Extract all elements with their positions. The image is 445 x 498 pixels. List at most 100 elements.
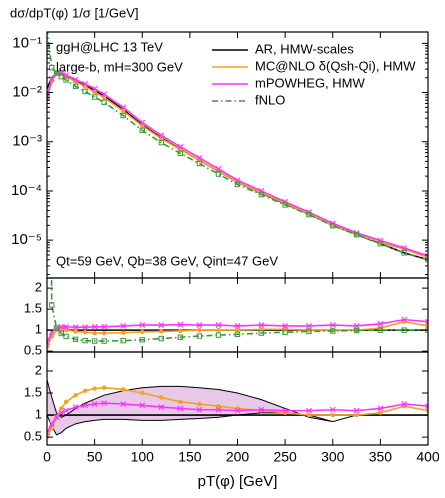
marker bbox=[215, 406, 222, 413]
marker bbox=[401, 316, 408, 323]
marker bbox=[73, 329, 78, 334]
marker bbox=[82, 88, 88, 95]
marker bbox=[178, 399, 183, 405]
marker bbox=[258, 322, 265, 329]
marker bbox=[101, 95, 107, 100]
legend-label: AR, HMW-scales bbox=[255, 41, 354, 56]
marker bbox=[177, 405, 184, 412]
x-tick-label: 50 bbox=[87, 449, 103, 465]
legend-label: mPOWHEG, HMW bbox=[255, 75, 365, 90]
x-axis-label: pT(φ) [GeV] bbox=[198, 473, 278, 490]
marker bbox=[72, 83, 79, 90]
marker bbox=[177, 334, 184, 340]
marker bbox=[91, 401, 98, 407]
marker bbox=[53, 70, 60, 76]
marker bbox=[58, 330, 64, 337]
marker bbox=[140, 390, 145, 396]
marker bbox=[196, 322, 203, 329]
marker bbox=[282, 198, 289, 205]
marker bbox=[92, 330, 97, 336]
marker bbox=[159, 395, 164, 400]
marker bbox=[101, 99, 107, 106]
marker bbox=[159, 329, 164, 334]
marker bbox=[82, 330, 88, 335]
marker bbox=[72, 404, 79, 411]
x-tick-label: 0 bbox=[43, 449, 51, 465]
marker bbox=[63, 333, 69, 340]
marker bbox=[63, 77, 69, 83]
marker bbox=[58, 73, 64, 80]
y-tick-label: 1 bbox=[35, 322, 42, 337]
marker bbox=[101, 323, 108, 330]
marker bbox=[306, 323, 312, 329]
marker bbox=[196, 160, 203, 167]
marker bbox=[401, 401, 408, 407]
marker bbox=[139, 322, 146, 329]
marker bbox=[158, 404, 165, 411]
marker bbox=[197, 401, 202, 407]
marker bbox=[306, 407, 312, 414]
y-tick-label: 10⁻⁵ bbox=[11, 231, 42, 248]
marker bbox=[121, 108, 126, 114]
marker bbox=[158, 132, 165, 139]
marker bbox=[91, 85, 98, 92]
x-tick-label: 150 bbox=[178, 449, 202, 465]
marker bbox=[196, 406, 203, 413]
marker bbox=[177, 321, 184, 328]
marker bbox=[48, 420, 55, 427]
annotation: Qt=59 GeV, Qb=38 GeV, Qint=47 GeV bbox=[56, 253, 278, 268]
y-tick-label: 1 bbox=[35, 406, 42, 421]
marker bbox=[92, 386, 97, 391]
marker bbox=[139, 127, 145, 134]
y-tick-label: 10⁻³ bbox=[12, 133, 42, 150]
marker bbox=[49, 302, 55, 308]
marker bbox=[82, 402, 89, 409]
marker bbox=[47, 339, 50, 346]
y-tick-label: 1.5 bbox=[24, 301, 42, 316]
marker bbox=[58, 409, 65, 416]
y-tick-label: 0.5 bbox=[24, 343, 42, 358]
marker bbox=[282, 329, 288, 335]
marker bbox=[72, 76, 79, 83]
legend-label: fNLO bbox=[255, 92, 285, 107]
marker bbox=[282, 202, 288, 208]
marker bbox=[82, 337, 88, 344]
marker bbox=[58, 323, 65, 330]
annotation: large-b, mH=300 GeV bbox=[56, 59, 183, 74]
marker bbox=[258, 191, 265, 198]
marker bbox=[282, 323, 289, 329]
marker bbox=[121, 330, 126, 335]
marker bbox=[234, 323, 241, 329]
marker bbox=[73, 392, 78, 398]
marker bbox=[139, 337, 145, 343]
marker bbox=[425, 318, 428, 325]
marker bbox=[306, 328, 312, 335]
annotation: ggH@LHC 13 TeV bbox=[56, 39, 163, 54]
series-line bbox=[47, 32, 428, 261]
x-tick-label: 300 bbox=[321, 449, 345, 465]
marker bbox=[425, 403, 428, 410]
marker bbox=[377, 237, 384, 244]
marker bbox=[216, 404, 221, 409]
marker bbox=[354, 412, 359, 418]
y-tick-label: 10⁻¹ bbox=[12, 34, 42, 51]
marker bbox=[196, 154, 203, 161]
marker bbox=[159, 136, 164, 141]
marker bbox=[353, 407, 360, 414]
marker bbox=[215, 171, 222, 177]
marker bbox=[59, 406, 64, 411]
plot-area bbox=[47, 278, 428, 350]
marker bbox=[353, 231, 360, 238]
y-tick-label: 2 bbox=[35, 280, 42, 295]
marker bbox=[377, 405, 384, 412]
marker bbox=[91, 323, 98, 330]
x-tick-label: 350 bbox=[369, 449, 393, 465]
marker bbox=[139, 402, 146, 409]
marker bbox=[101, 91, 108, 98]
marker bbox=[120, 104, 127, 111]
marker bbox=[91, 338, 98, 344]
marker bbox=[120, 337, 126, 344]
series-line bbox=[50, 278, 428, 342]
marker bbox=[72, 336, 79, 343]
